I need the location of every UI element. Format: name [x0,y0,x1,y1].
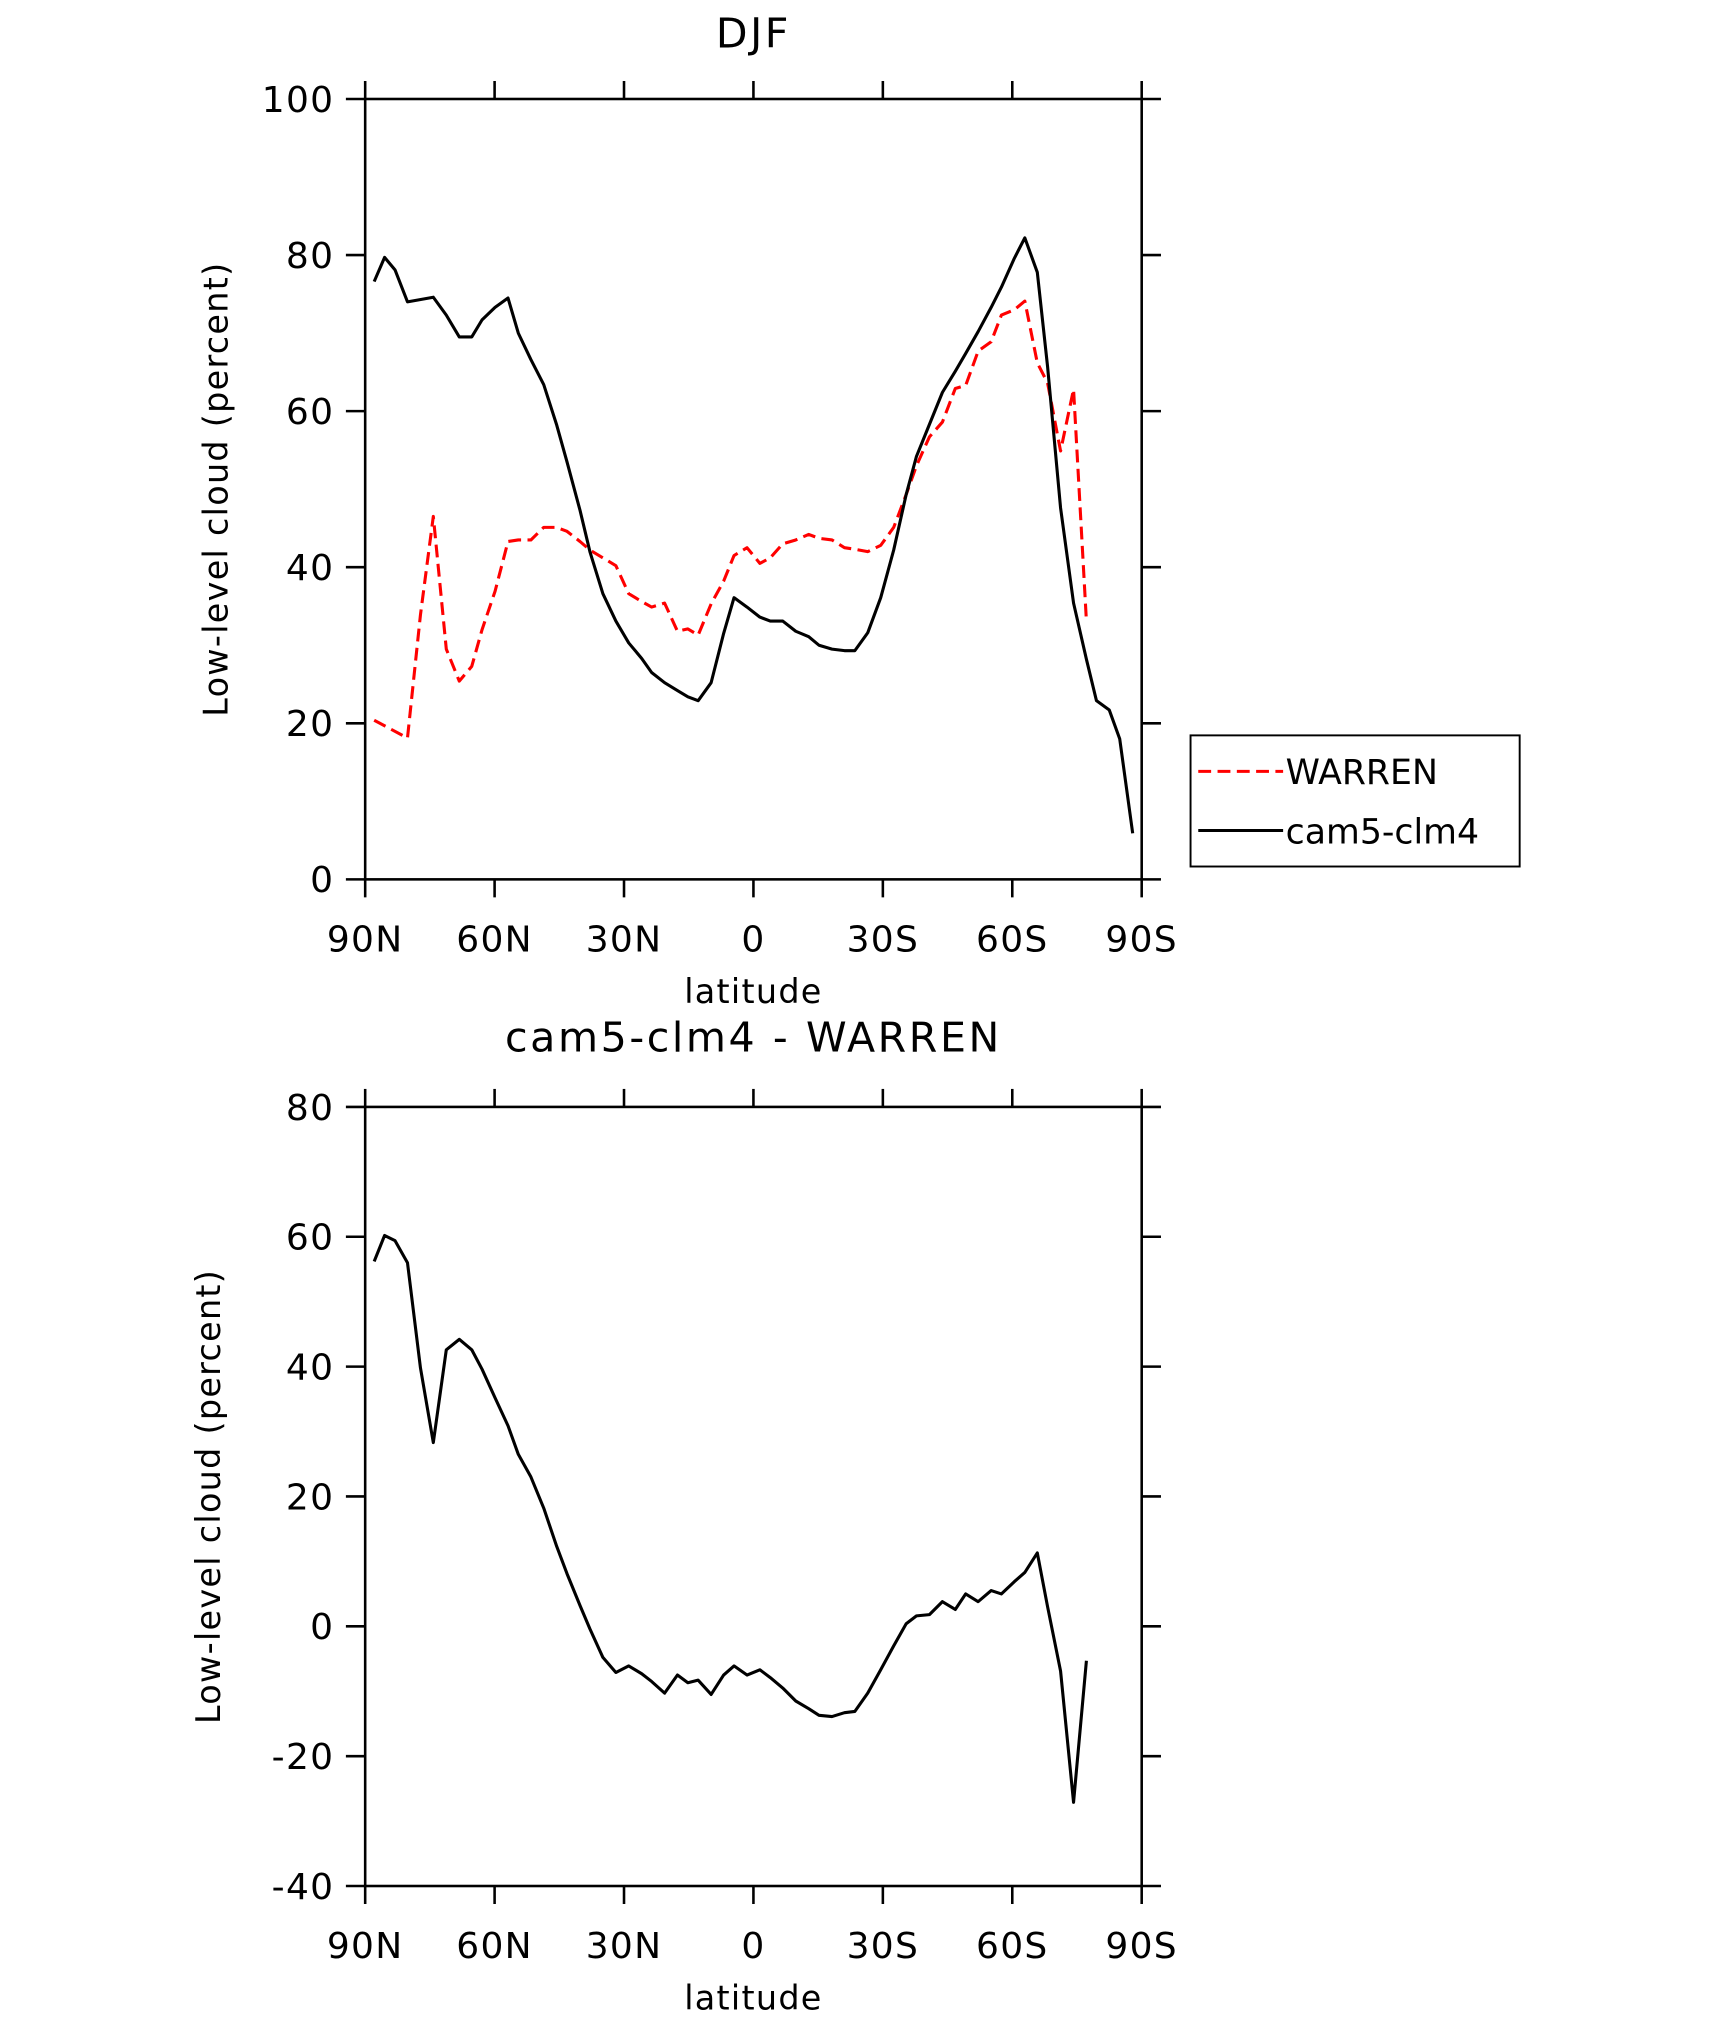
x-tick-label: 30N [586,1926,663,1967]
x-axis-label: latitude [684,1978,822,2017]
data-line [372,1233,1088,1804]
y-axis-label: Low-level cloud (percent) [189,1269,228,1724]
y-axis-label: Low-level cloud (percent) [197,262,236,717]
x-tick-label: 0 [741,1926,765,1967]
plot-frame [363,1105,1143,1888]
y-tick-label: 80 [286,1088,334,1129]
legend-box [1189,734,1521,868]
plot-frame [363,97,1143,881]
chart-title: cam5-clm4 - WARREN [505,1014,1002,1062]
y-tick-label: 100 [262,80,335,121]
y-tick-label: 40 [286,1347,334,1388]
y-tick-label: 0 [310,860,334,901]
x-tick-label: 60S [976,919,1049,960]
x-tick-label: 90N [327,919,404,960]
chart-title: DJF [716,10,791,58]
legend-label: WARREN [1286,753,1438,793]
data-line [372,236,1135,834]
x-tick-label: 90S [1105,919,1178,960]
x-tick-label: 30N [586,919,663,960]
x-tick-label: 60S [976,1926,1049,1967]
x-tick-label: 30S [847,1926,920,1967]
x-tick-label: 0 [741,919,765,960]
y-tick-label: 0 [310,1607,334,1648]
x-tick-label: 90N [327,1926,404,1967]
data-line [373,299,1088,740]
x-tick-label: 30S [847,919,920,960]
y-tick-label: -20 [272,1737,335,1778]
x-tick-label: 60N [456,919,533,960]
y-tick-label: 60 [286,1218,334,1259]
y-tick-label: 80 [286,236,334,277]
y-tick-label: 60 [286,392,334,433]
y-tick-label: 20 [286,704,334,745]
x-axis-label: latitude [684,972,822,1011]
x-tick-label: 60N [456,1926,533,1967]
legend-label: cam5-clm4 [1286,812,1479,852]
y-tick-label: 40 [286,548,334,589]
y-tick-label: -40 [272,1867,335,1908]
y-tick-label: 20 [286,1477,334,1518]
x-tick-label: 90S [1105,1926,1178,1967]
